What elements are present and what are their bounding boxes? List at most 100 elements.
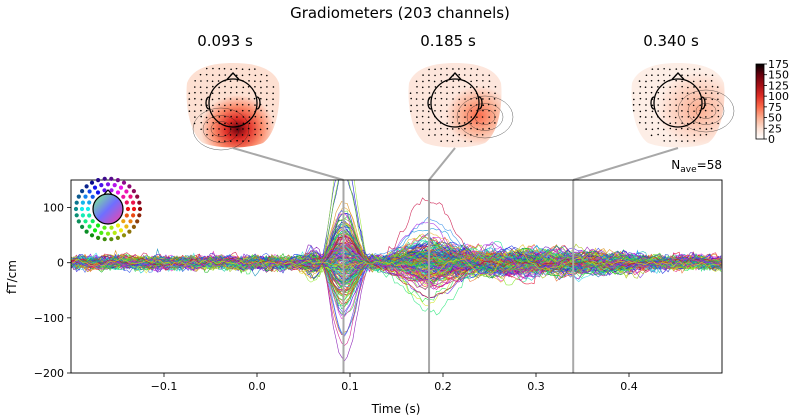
sensor-dot [254, 115, 257, 118]
sensor-dot [428, 128, 431, 131]
sensor-dot [440, 80, 443, 82]
sensor-dot [693, 110, 695, 112]
sensor-dot [248, 98, 250, 100]
sensor-dot [463, 109, 466, 112]
legend-sensor-dot [102, 237, 107, 242]
sensor-dot [452, 134, 455, 137]
sensor-dot [470, 134, 472, 136]
sensor-dot [470, 116, 473, 118]
sensor-dot [669, 92, 672, 94]
sensor-dot [422, 80, 424, 83]
sensor-dot [253, 122, 256, 124]
sensor-dot [259, 128, 262, 131]
sensor-dot [422, 121, 424, 124]
topomap-contour [466, 103, 504, 131]
sensor-dot [698, 74, 701, 77]
legend-sensor-dot [121, 219, 126, 224]
sensor-dot [247, 86, 250, 88]
right-ear-outline [701, 96, 706, 110]
sensor-dot [705, 122, 708, 124]
nose-outline [448, 72, 462, 80]
sensor-dot [241, 74, 244, 77]
sensor-dot [421, 115, 424, 118]
sensor-dot [218, 140, 220, 143]
sensor-dot [451, 128, 454, 130]
head-outline [430, 78, 480, 128]
sensor-dot [650, 116, 653, 118]
sensor-dot [704, 109, 707, 112]
sensor-dot [482, 98, 484, 100]
sensor-dot [645, 109, 647, 112]
sensor-dot [446, 139, 449, 142]
peak-markers [342, 180, 575, 373]
sensor-dot [482, 79, 484, 82]
sensor-dot [452, 86, 454, 88]
legend-sensor-dot [131, 189, 136, 194]
legend-sensor-dot [131, 200, 136, 205]
sensor-dot [247, 140, 250, 142]
sensor-dot [663, 116, 665, 118]
sensor-dot [717, 98, 719, 101]
sensor-dot [675, 128, 677, 131]
legend-sensor-dot [73, 206, 79, 212]
sensor-dot [470, 110, 473, 112]
nose-outline [671, 72, 685, 80]
sensor-dot [260, 109, 262, 112]
sensor-dot [687, 98, 689, 100]
sensor-dot [194, 97, 196, 100]
sensor-dot [218, 116, 221, 118]
legend-sensor-dot [137, 213, 142, 218]
sensor-dot [440, 91, 442, 94]
left-ear-outline [205, 96, 210, 110]
sensor-dot [452, 110, 454, 112]
sensor-dot [458, 91, 460, 94]
sensor-dot [440, 127, 442, 130]
sensor-dot [699, 134, 702, 136]
legend-sensor-dot [87, 189, 92, 194]
x-tick-label: 0.4 [620, 380, 638, 393]
sensor-dot [266, 92, 268, 94]
sensor-dot [416, 109, 419, 112]
sensor-dot [446, 110, 448, 112]
sensor-dot [476, 86, 478, 88]
sensor-dot [669, 122, 672, 125]
legend-sensor-dot [137, 206, 143, 212]
sensor-dot [469, 74, 472, 77]
sensor-dot [680, 134, 683, 136]
sensor-dot [488, 109, 490, 112]
sensor-dot [241, 98, 244, 100]
sensor-dot [651, 122, 654, 124]
sensor-dot [475, 104, 478, 106]
legend-sensor-dot [90, 194, 95, 199]
legend-sensor-dot [109, 188, 114, 193]
sensor-dot [434, 104, 436, 106]
sensor-dot [248, 116, 251, 118]
sensor-dot [205, 73, 208, 76]
sensor-dot [711, 74, 714, 77]
sensor-dot [194, 116, 196, 118]
sensor-dot [681, 91, 684, 94]
sensor-dot [644, 86, 647, 89]
sensor-dot [206, 128, 209, 130]
channel-trace [71, 251, 722, 276]
sensor-dot [470, 122, 472, 125]
sensor-dot [662, 86, 665, 89]
sensor-dot [650, 91, 653, 94]
legend-sensor-dot [109, 225, 114, 230]
legend-sensor-dot [109, 237, 114, 242]
topomap-3 [631, 63, 735, 148]
sensor-dot [272, 92, 274, 95]
sensor-dot [674, 92, 677, 95]
legend-sensor-dot [131, 206, 137, 212]
sensor-dot [488, 80, 491, 82]
sensor-dot [428, 74, 430, 76]
sensor-dot [657, 122, 660, 124]
sensor-dot [199, 86, 202, 88]
sensor-dot [224, 85, 226, 88]
sensor-dot [422, 128, 424, 131]
sensor-dot [193, 110, 196, 112]
legend-sensor-dot [128, 219, 133, 224]
sensor-dot [681, 103, 684, 106]
sensor-dot [476, 122, 478, 124]
sensor-dot [692, 116, 695, 119]
